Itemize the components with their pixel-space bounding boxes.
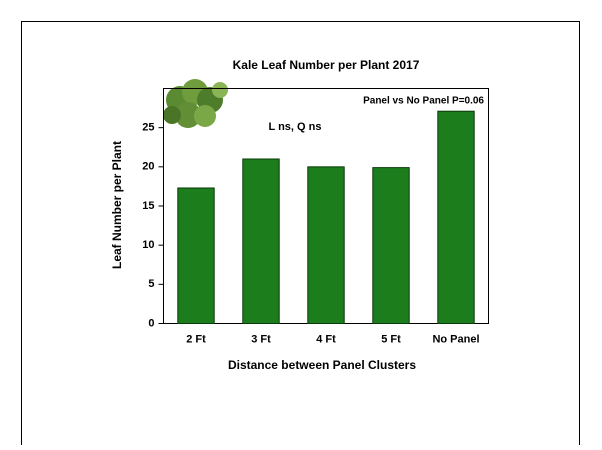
bar — [177, 187, 215, 324]
bar — [437, 110, 475, 325]
bar — [307, 166, 345, 324]
bar — [372, 167, 410, 324]
y-tick-label: 20 — [142, 161, 154, 173]
y-tick-label: 10 — [142, 239, 154, 251]
x-tick-label: 3 Ft — [251, 333, 271, 345]
y-tick-label: 0 — [148, 317, 154, 329]
annotation: Panel vs No Panel P=0.06 — [363, 96, 484, 107]
chart-title: Kale Leaf Number per Plant 2017 — [233, 58, 420, 72]
slide-border — [21, 21, 580, 450]
annotation: L ns, Q ns — [269, 121, 322, 133]
x-tick-label: 5 Ft — [381, 333, 401, 345]
y-tick-label: 15 — [142, 200, 154, 212]
y-tick-label: 25 — [142, 122, 154, 134]
y-axis-label: Leaf Number per Plant — [110, 141, 124, 269]
x-tick-label: 2 Ft — [186, 333, 206, 345]
x-axis-label: Distance between Panel Clusters — [228, 358, 416, 372]
kale-image — [163, 79, 228, 128]
y-tick-label: 5 — [148, 278, 154, 290]
x-tick-label: No Panel — [432, 333, 479, 345]
x-tick-label: 4 Ft — [316, 333, 336, 345]
bar — [242, 158, 280, 324]
